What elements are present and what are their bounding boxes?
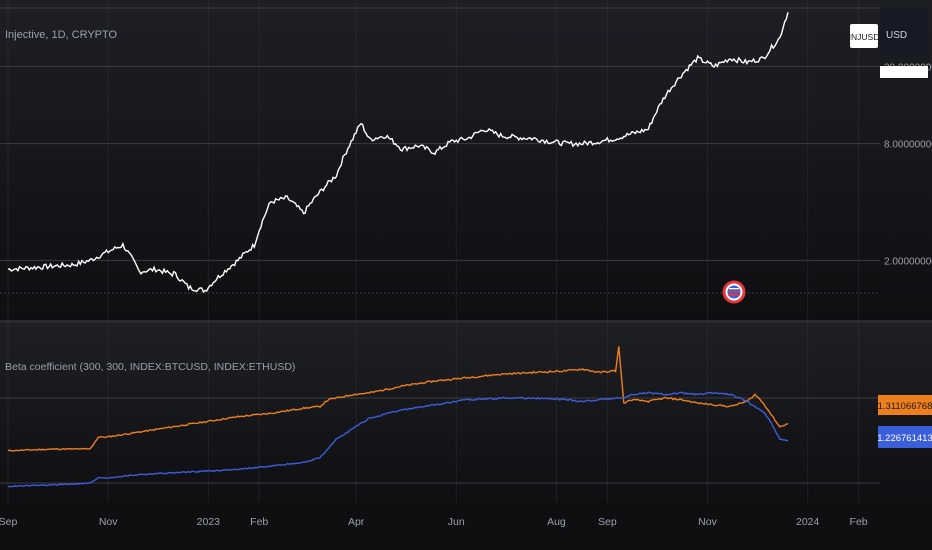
pane-separator[interactable]: [0, 320, 932, 323]
time-scale[interactable]: Sep Nov 2023 Feb Apr Jun Aug Sep Nov 2024 Feb: [0, 516, 868, 528]
symbol-badge-label: INJUSD: [849, 32, 880, 42]
time-tick-label: Sep: [598, 516, 617, 528]
time-tick-label: 2023: [197, 516, 221, 528]
currency-badge[interactable]: USD: [880, 8, 928, 56]
price-grid: [0, 0, 880, 503]
time-tick-label: Jun: [448, 516, 465, 528]
time-tick-label: Sep: [0, 516, 17, 528]
beta-btc-last-value-badge: 1.311066768: [878, 395, 932, 415]
indicator-grid: [0, 397, 880, 484]
beta-eth-series-line[interactable]: [7, 391, 788, 488]
time-axis-background: [0, 503, 932, 550]
time-tick-label: 2024: [796, 516, 820, 528]
beta-btc-last-value: 1.311066768: [878, 401, 932, 412]
indicator-title[interactable]: Beta coefficient (300, 300, INDEX:BTCUSD…: [5, 361, 295, 373]
time-tick-label: Nov: [99, 516, 118, 528]
symbol-badge[interactable]: INJUSD: [849, 24, 880, 48]
price-series-line[interactable]: [7, 12, 789, 294]
price-tick-label: 2.00000000: [884, 256, 932, 267]
price-pane-background: [0, 0, 932, 320]
currency-badge-label: USD: [886, 30, 907, 41]
time-tick-label: Nov: [698, 516, 717, 528]
symbol-title[interactable]: Injective, 1D, CRYPTO: [5, 29, 118, 41]
beta-eth-last-value: 1.226761413: [877, 433, 932, 444]
time-tick-label: Aug: [547, 516, 566, 528]
last-price-marker: [880, 66, 928, 78]
indicator-pane-background: [0, 323, 932, 503]
time-tick-label: Feb: [250, 516, 268, 528]
time-tick-label: Feb: [850, 516, 868, 528]
beta-eth-last-value-badge: 1.226761413: [877, 426, 932, 448]
price-tick-label: 8.00000000: [884, 140, 932, 151]
time-tick-label: Apr: [348, 516, 365, 528]
us-flag-icon[interactable]: [722, 280, 746, 304]
beta-btc-series-line[interactable]: [7, 346, 789, 452]
